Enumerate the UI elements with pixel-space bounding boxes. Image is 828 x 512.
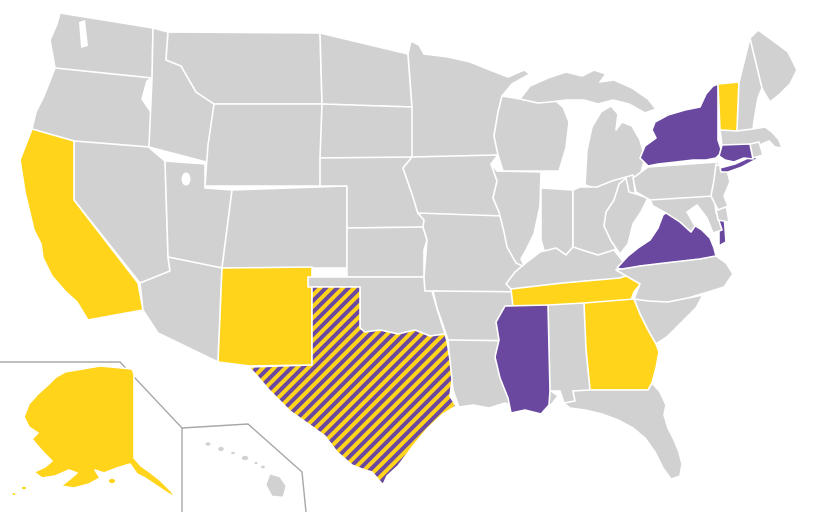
puget-sound xyxy=(79,20,88,48)
state-new-york-long-island xyxy=(719,154,758,173)
state-vermont xyxy=(717,81,740,132)
state-iowa xyxy=(402,154,504,217)
state-north-dakota xyxy=(319,32,413,108)
state-hawaii-oahu xyxy=(217,446,225,452)
hawaii-inset-border xyxy=(181,423,307,512)
state-new-jersey xyxy=(710,163,731,211)
state-alaska-aleutian-island xyxy=(11,492,17,496)
state-mississippi xyxy=(494,304,551,415)
state-colorado xyxy=(221,185,348,269)
state-hawaii-kauai xyxy=(204,441,212,447)
state-hawaii-big-island xyxy=(265,473,287,498)
great-salt-lake xyxy=(181,172,191,186)
state-florida xyxy=(559,382,683,480)
state-new-mexico xyxy=(217,266,313,367)
state-california xyxy=(19,128,144,321)
state-hawaii-lanai xyxy=(253,461,259,465)
state-hawaii-maui xyxy=(240,454,249,461)
state-alaska-aleutian-island xyxy=(21,486,27,490)
state-michigan-upper-peninsula xyxy=(519,69,657,114)
state-washington xyxy=(49,12,154,79)
state-south-dakota xyxy=(319,103,419,159)
state-kansas xyxy=(346,226,428,278)
state-hawaii-kahoolawe xyxy=(260,464,266,470)
state-alaska xyxy=(23,365,177,499)
state-alaska-kodiak-island xyxy=(108,478,116,484)
state-indiana xyxy=(540,187,574,256)
state-texas xyxy=(248,286,457,486)
state-rhode-island xyxy=(749,141,764,159)
state-new-york xyxy=(639,83,723,167)
state-maine xyxy=(749,29,798,103)
state-alabama xyxy=(547,302,591,404)
state-wyoming xyxy=(204,103,323,187)
state-hawaii-molokai xyxy=(230,451,236,455)
state-wisconsin xyxy=(493,95,570,172)
state-west-virginia xyxy=(603,177,649,255)
state-illinois xyxy=(490,163,542,268)
alaska-inset-border xyxy=(0,361,183,512)
